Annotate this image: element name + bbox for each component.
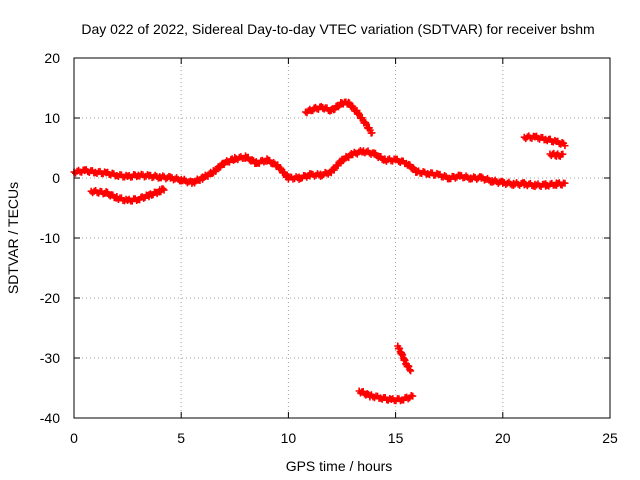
trace-main-a	[70, 147, 569, 191]
trace-steep-drop	[394, 342, 415, 375]
trace-upper-midday	[302, 98, 376, 137]
y-tick-label: 0	[52, 170, 60, 186]
x-tick-label: 10	[281, 430, 297, 446]
x-tick-label: 25	[602, 430, 618, 446]
y-axis-label: SDTVAR / TECUs	[5, 182, 21, 294]
data-point	[277, 164, 285, 172]
data-point	[407, 367, 415, 375]
data-point	[159, 185, 167, 193]
x-tick-label: 0	[70, 430, 78, 446]
data-point	[406, 366, 414, 374]
y-tick-label: -20	[40, 290, 60, 306]
x-tick-label: 20	[495, 430, 511, 446]
data-point	[160, 186, 168, 194]
trace-low-early	[87, 185, 168, 205]
data-point	[362, 119, 370, 127]
grid	[74, 58, 610, 418]
y-tick-label: -30	[40, 350, 60, 366]
y-tick-label: 20	[44, 50, 60, 66]
data-point	[346, 99, 354, 107]
y-tick-label: -40	[40, 410, 60, 426]
data-point	[561, 179, 569, 187]
data-point	[561, 142, 569, 150]
x-tick-label: 15	[388, 430, 404, 446]
data-point	[409, 392, 417, 400]
chart-title: Day 022 of 2022, Sidereal Day-to-day VTE…	[81, 21, 594, 37]
y-tick-label: -10	[40, 230, 60, 246]
data-point	[248, 156, 256, 164]
data-point	[368, 129, 376, 137]
trace-late-mid	[546, 149, 567, 160]
data-point	[559, 150, 567, 158]
trace-late-upper	[520, 132, 569, 150]
x-tick-label: 5	[177, 430, 185, 446]
data-point	[270, 159, 278, 167]
x-axis-label: GPS time / hours	[286, 458, 393, 474]
trace-deep-low	[355, 387, 417, 405]
y-tick-label: 10	[44, 110, 60, 126]
data-points	[70, 98, 569, 405]
data-point	[405, 362, 413, 370]
plot-frame	[73, 57, 611, 419]
